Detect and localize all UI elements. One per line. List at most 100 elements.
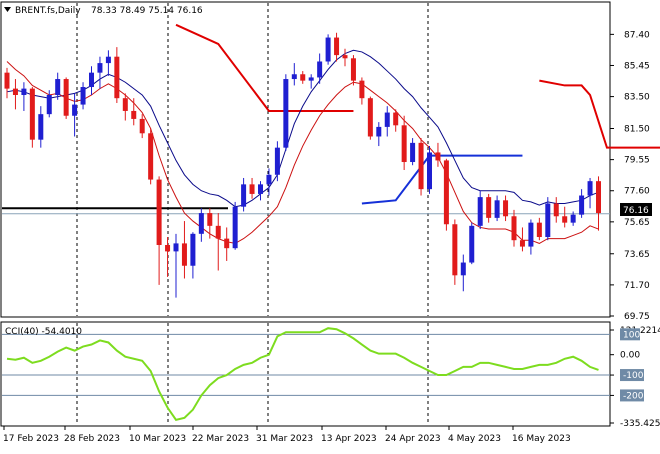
- candle-body: [418, 142, 424, 190]
- price-panel-frame: [0, 1, 611, 318]
- candle-body: [427, 152, 432, 190]
- candle-body: [596, 181, 601, 214]
- cci-panel-frame: [0, 321, 611, 427]
- cci-levels: [2, 333, 610, 396]
- candle-body: [579, 195, 585, 215]
- candle-body: [156, 179, 162, 245]
- candle-body: [401, 125, 407, 163]
- candle-body: [435, 152, 441, 161]
- candle-body: [486, 197, 492, 218]
- candle-body: [97, 63, 103, 73]
- envelope-line: [6, 49, 599, 208]
- cci-level-tag: [620, 369, 644, 382]
- cci-tick-label: -200: [623, 391, 644, 401]
- cci-tick-label: -100: [623, 371, 644, 381]
- price-tick-label: 83.50: [624, 93, 650, 103]
- price-tick-label: 77.60: [624, 187, 650, 197]
- candle-body: [511, 216, 517, 241]
- candle-body: [258, 184, 263, 194]
- grid-lines: [2, 3, 610, 425]
- candle-body: [63, 79, 69, 116]
- time-tick-label: 4 May 2023: [448, 434, 501, 444]
- price-tick-label: 85.45: [624, 61, 650, 71]
- candle-body: [266, 174, 272, 185]
- candle-body: [317, 61, 323, 78]
- current-price-tag-text: 76.16: [623, 206, 649, 216]
- candle-body: [452, 224, 458, 276]
- time-tick-label: 17 Feb 2023: [3, 434, 59, 444]
- ma-red-series: [6, 61, 599, 244]
- candle-body: [545, 203, 551, 238]
- candle-body: [384, 112, 390, 127]
- cci-level-tag: [620, 389, 644, 402]
- envelope-upper-series: [6, 49, 599, 208]
- candle-body: [291, 74, 297, 80]
- candle-body: [325, 37, 331, 62]
- cci-line: [6, 327, 599, 421]
- cci-series: [6, 327, 599, 421]
- time-tick-label: 16 May 2023: [512, 434, 571, 444]
- ohlc-label: 78.33 78.49 75.14 76.16: [91, 6, 203, 16]
- candle-body: [443, 160, 449, 225]
- candle-body: [148, 133, 154, 180]
- candle-body: [553, 203, 559, 217]
- candle-body: [350, 58, 356, 81]
- candle-body: [536, 222, 542, 238]
- price-tick-label: 81.50: [624, 125, 650, 135]
- candle-body: [469, 225, 475, 263]
- price-tick-label: 69.75: [624, 312, 650, 322]
- candle-body: [410, 142, 416, 163]
- candle-body: [367, 98, 373, 137]
- candle-body: [224, 238, 230, 249]
- time-axis: 17 Feb 2023 28 Feb 2023 10 Mar 2023 22 Mar …: [3, 426, 571, 444]
- candle-body: [89, 72, 94, 88]
- price-tick-label: 73.65: [624, 250, 650, 260]
- price-tick-label: 87.40: [624, 30, 650, 40]
- candles: [4, 32, 601, 298]
- candle-body: [198, 213, 204, 234]
- candle-body: [519, 240, 525, 247]
- candle-body: [562, 216, 568, 223]
- cci-tick-label: 0.00: [620, 351, 640, 361]
- candle-body: [181, 243, 187, 266]
- candle-body: [283, 79, 289, 148]
- candle-body: [477, 197, 483, 226]
- price-tick-label: 79.55: [624, 156, 650, 166]
- candle-body: [274, 147, 280, 175]
- candle-body: [359, 80, 365, 99]
- collapse-triangle-icon[interactable]: [4, 7, 11, 12]
- ma-red-line: [6, 61, 599, 244]
- stop-segment-blue: [361, 154, 523, 205]
- candle-body: [528, 222, 534, 247]
- stop-segment-red: [539, 79, 660, 149]
- candle-body: [249, 184, 255, 194]
- price-tick-label: 71.70: [624, 281, 650, 291]
- candle-body: [393, 112, 399, 126]
- candle-body: [131, 110, 137, 119]
- time-tick-label: 13 Apr 2023: [321, 434, 377, 444]
- time-tick-label: 10 Mar 2023: [129, 434, 186, 444]
- current-price-tag: [620, 203, 652, 216]
- candle-body: [139, 118, 145, 134]
- stop-lines: [175, 23, 660, 205]
- candle-body: [376, 126, 382, 137]
- candle-body: [503, 200, 509, 217]
- candle-body: [55, 79, 61, 95]
- candle-body: [494, 200, 500, 218]
- candle-body: [21, 88, 27, 95]
- candle-body: [105, 56, 111, 64]
- candle-body: [173, 243, 179, 252]
- candle-body: [300, 74, 306, 81]
- candle-body: [308, 77, 314, 81]
- candle-body: [460, 262, 466, 276]
- candle-body: [80, 87, 86, 105]
- candle-body: [29, 88, 35, 140]
- candle-body: [12, 88, 18, 95]
- candle-body: [72, 104, 78, 116]
- candle-body: [570, 214, 576, 223]
- candle-body: [215, 225, 221, 239]
- candle-body: [334, 37, 340, 56]
- candle-body: [190, 233, 196, 266]
